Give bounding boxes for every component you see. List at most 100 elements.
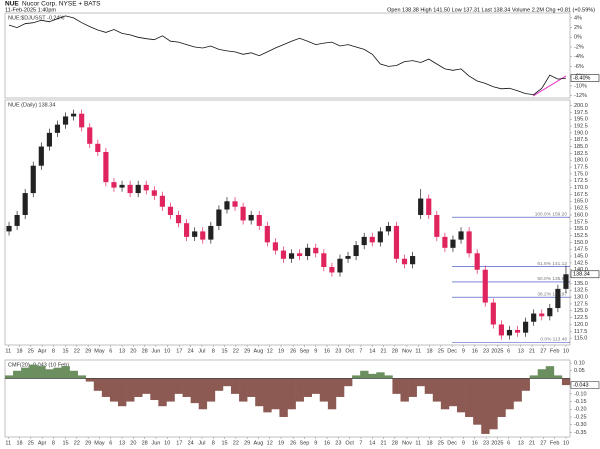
x-tick-label: Dec [447, 440, 457, 446]
candle-body [321, 253, 327, 267]
y-tick-label: 155.0 [574, 226, 588, 232]
cmf-bar [222, 378, 232, 387]
x-tick-label: 29 [244, 440, 250, 446]
x-tick-label: 28 [142, 440, 148, 446]
cmf-bar [360, 370, 369, 379]
x-tick-label: 27 [540, 440, 546, 446]
x-tick-label: May [94, 440, 105, 446]
x-tick-label: 24 [188, 348, 194, 354]
candle-body [264, 225, 270, 243]
x-tick-label: Feb [550, 440, 559, 446]
cmf-bar [311, 378, 321, 394]
x-tick-label: 23 [335, 348, 341, 354]
candle-body [22, 193, 28, 215]
cmf-bar [166, 378, 175, 402]
candle-body [539, 313, 545, 317]
cmf-bar [376, 372, 385, 379]
y-tick-label: 132.5 [574, 288, 588, 294]
y-tick-label: -0.30 [574, 422, 587, 428]
cmf-bar [158, 378, 167, 407]
candle-body [329, 266, 335, 273]
cmf-bar [126, 378, 135, 402]
x-tick-label: 8 [52, 440, 55, 446]
x-tick-label: 14 [369, 440, 375, 446]
x-tick-label: Sep [300, 348, 310, 354]
candle-body [393, 225, 400, 259]
cmf-bar [505, 378, 514, 410]
candle-body [272, 242, 278, 251]
price-panel [4, 99, 571, 346]
y-tick-label: 115.0 [574, 336, 587, 342]
cmf-bar [384, 375, 393, 379]
candle-body [506, 329, 513, 336]
cmf-bar [521, 378, 530, 391]
x-tick-label: 2025 [491, 348, 503, 354]
x-tick-label: Sep [300, 440, 310, 446]
cmf-bar [352, 375, 361, 379]
x-tick-label: 20 [130, 440, 136, 446]
y-tick-label: -0.15 [574, 399, 587, 405]
candle-body [248, 214, 254, 221]
y-tick-label: 187.5 [574, 137, 588, 143]
cmf-bar [53, 367, 62, 379]
x-tick-label: 28 [392, 348, 398, 354]
y-tick-label: 125.0 [574, 308, 588, 314]
candle-body [498, 324, 504, 336]
candle-body [127, 184, 133, 194]
fib-label: 61.8% 141.12 [537, 261, 567, 267]
cmf-bar [465, 378, 474, 417]
cmf-bar [473, 378, 482, 425]
x-tick-label: 18 [16, 348, 22, 354]
candle-body [280, 250, 287, 259]
cmf-bar [497, 378, 506, 417]
x-tick-label: 11 [415, 440, 421, 446]
cmf-bar [481, 378, 490, 434]
y-tick-label: 167.5 [574, 192, 588, 198]
cmf-bar [45, 369, 54, 379]
candle-body [410, 256, 416, 265]
candle-body [369, 236, 375, 243]
candle-body [256, 214, 262, 226]
candle-body [159, 195, 165, 207]
candle-body [38, 146, 44, 166]
fib-label: 38.2% 129.97 [537, 291, 567, 297]
candle-body [208, 225, 214, 240]
candle-body [547, 308, 553, 317]
cmf-bar [537, 369, 547, 379]
y-tick-label: 152.5 [574, 233, 588, 239]
x-tick-label: 26 [290, 348, 296, 354]
cmf-bar [553, 375, 563, 379]
cmf-bar [182, 378, 191, 397]
cmf-bar [416, 378, 426, 387]
x-tick-label: Oct [345, 440, 354, 446]
cmf-bar [303, 378, 313, 397]
last-value-tag [570, 270, 600, 279]
x-tick-label: Jul [198, 440, 205, 446]
x-tick-label: 10 [164, 348, 170, 354]
cmf-bar [101, 378, 111, 397]
x-tick-label: 9 [314, 348, 317, 354]
x-tick-label: 13 [119, 348, 125, 354]
candle-body [103, 152, 109, 183]
x-tick-label: 26 [290, 440, 296, 446]
y-tick-label: 140.0 [574, 267, 588, 273]
candle-body [95, 143, 101, 153]
panel-legend: NUE (Daily) 138.34 [8, 102, 55, 108]
candle-body [143, 184, 149, 191]
cmf-bar [392, 378, 401, 394]
cmf-bar [109, 378, 119, 402]
candle-body [337, 258, 343, 273]
x-tick-label: 21 [529, 440, 535, 446]
last-value-tag [570, 74, 600, 82]
x-tick-label: 27 [540, 348, 546, 354]
y-tick-label: 200.0 [574, 103, 588, 109]
cmf-bar [513, 378, 522, 402]
cmf-bar [134, 378, 143, 397]
candle-body [71, 113, 77, 117]
candle-body [135, 184, 141, 194]
x-tick-label: 11 [5, 348, 11, 354]
candle-body [6, 225, 12, 232]
x-tick-label: 18 [16, 440, 22, 446]
x-tick-label: Dec [447, 348, 457, 354]
y-tick-label: -0.20 [574, 407, 587, 413]
